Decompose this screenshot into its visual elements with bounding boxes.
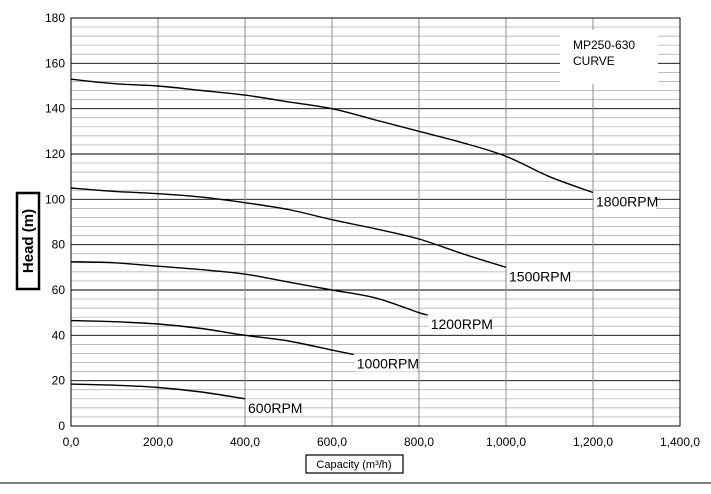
- plot-frame: [70, 17, 681, 427]
- x-tick-label: 600,0: [317, 435, 347, 449]
- x-tick-label: 1,200,0: [573, 435, 613, 449]
- y-tick-label: 140: [45, 102, 65, 116]
- x-tick-label: 800,0: [404, 435, 434, 449]
- x-tick-label: 1,000,0: [486, 435, 526, 449]
- note-line-2: CURVE: [573, 54, 615, 68]
- y-tick-label: 60: [52, 283, 66, 297]
- curve-label-1500rpm: 1500RPM: [509, 268, 571, 284]
- curve-1200rpm: [70, 261, 428, 316]
- y-tick-label: 40: [52, 328, 66, 342]
- y-tick-label: 20: [52, 374, 66, 388]
- note-line-1: MP250-630: [573, 38, 635, 52]
- x-axis-label-box: [305, 454, 404, 474]
- curve-layer: [70, 78, 594, 400]
- y-tick-label: 180: [45, 11, 65, 25]
- y-tick-label: 100: [45, 192, 65, 206]
- y-tick-label: 0: [58, 419, 65, 433]
- tick-layer: 0 20 40 60 80 100 120 140 160 180 0,0 200,0 400,0 600…: [45, 11, 700, 449]
- curve-1800rpm: [70, 78, 594, 194]
- x-tick-label: 0,0: [63, 435, 80, 449]
- curve-label-bg: [507, 269, 569, 285]
- curve-label-bg: [428, 316, 491, 332]
- y-tick-label: 120: [45, 147, 65, 161]
- curve-label-bg: [246, 400, 300, 416]
- curve-label-bg: [594, 194, 656, 210]
- x-axis-label: Capacity (m³/h): [316, 459, 391, 471]
- y-axis-label-box: [15, 191, 41, 291]
- curve-label-layer: 1800RPM 1500RPM 1200RPM 1000RPM 600RPM: [246, 194, 658, 416]
- curve-label-1000rpm: 1000RPM: [357, 356, 419, 372]
- curve-600rpm: [70, 383, 246, 400]
- y-tick-label: 160: [45, 56, 65, 70]
- x-tick-label: 200,0: [143, 435, 173, 449]
- x-axis-label-group: Capacity (m³/h): [305, 454, 404, 474]
- curve-label-1200rpm: 1200RPM: [431, 316, 493, 332]
- curve-label-1800rpm: 1800RPM: [596, 194, 658, 210]
- curve-1000rpm: [70, 319, 354, 356]
- curve-note-box: MP250-630 CURVE: [560, 30, 658, 84]
- x-tick-label: 400,0: [230, 435, 260, 449]
- curve-label-bg: [354, 356, 417, 372]
- y-axis-label: Head (m): [20, 209, 37, 273]
- x-tick-label: 1,400,0: [660, 435, 700, 449]
- curve-label-600rpm: 600RPM: [248, 400, 302, 416]
- y-axis-label-group: Head (m): [15, 191, 41, 291]
- y-tick-label: 80: [52, 238, 66, 252]
- curve-1500rpm: [70, 187, 507, 268]
